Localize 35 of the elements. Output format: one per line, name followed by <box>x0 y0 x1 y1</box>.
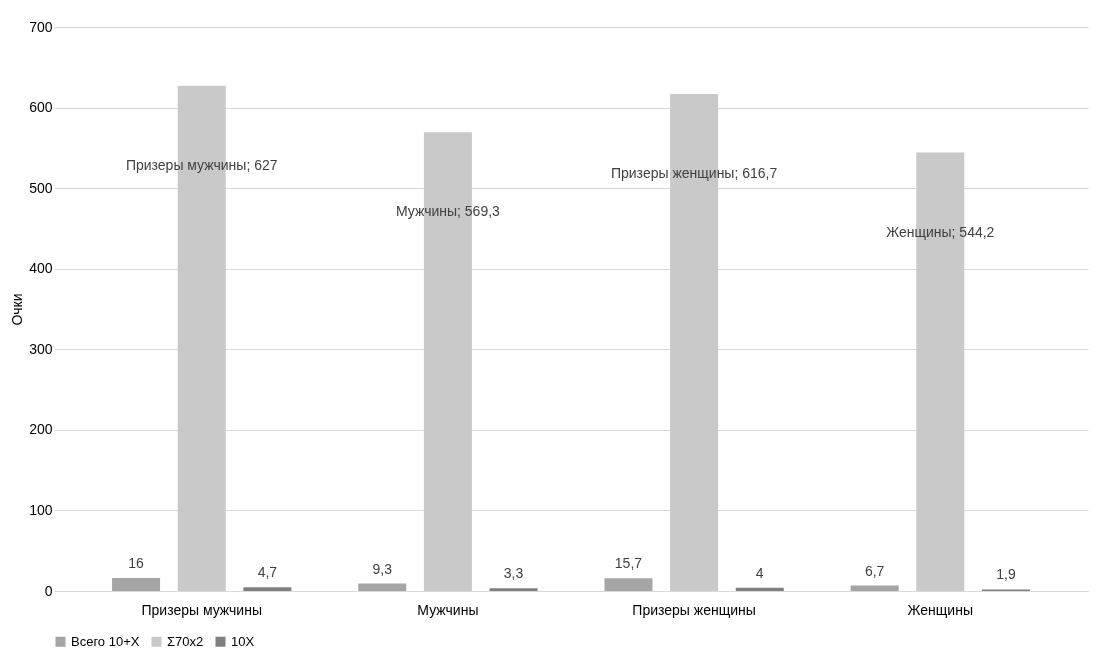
x-tick-label: Призеры женщины <box>632 601 756 618</box>
y-axis-title: Очки <box>9 293 26 326</box>
data-label: Призеры мужчины; 627 <box>125 156 278 173</box>
data-label: 1,9 <box>996 566 1016 583</box>
y-tick-label: 300 <box>29 340 53 357</box>
legend-label: Всего 10+X <box>71 633 140 649</box>
legend-label: Σ70x2 <box>167 633 204 649</box>
x-tick-label: Мужчины <box>417 601 479 618</box>
y-tick-label: 600 <box>29 99 53 116</box>
legend-label: 10X <box>231 633 255 649</box>
bar <box>735 587 784 591</box>
bar <box>489 588 538 591</box>
y-tick-label: 700 <box>29 18 53 35</box>
bar <box>243 587 292 591</box>
y-tick-label: 200 <box>29 421 53 438</box>
data-label: 6,7 <box>864 562 885 579</box>
data-label: Мужчины; 569,3 <box>395 203 501 220</box>
bar <box>850 585 899 591</box>
x-tick-label: Призеры мужчины <box>141 601 262 618</box>
data-label: 3,3 <box>503 565 524 582</box>
y-tick-label: 0 <box>44 582 53 599</box>
bar <box>358 583 407 591</box>
data-label: Женщины; 544,2 <box>886 223 995 240</box>
y-tick-label: 100 <box>29 501 53 518</box>
data-label: 4,7 <box>257 564 278 581</box>
bar <box>112 578 161 591</box>
bar <box>604 578 653 591</box>
data-label: 16 <box>128 555 145 572</box>
data-label: 15,7 <box>614 555 643 572</box>
data-label: Призеры женщины; 616,7 <box>610 165 778 182</box>
y-tick-label: 400 <box>29 260 53 277</box>
x-tick-label: Женщины <box>907 601 973 618</box>
y-tick-label: 500 <box>29 179 53 196</box>
data-label: 4 <box>755 564 764 581</box>
data-label: 9,3 <box>372 560 393 577</box>
